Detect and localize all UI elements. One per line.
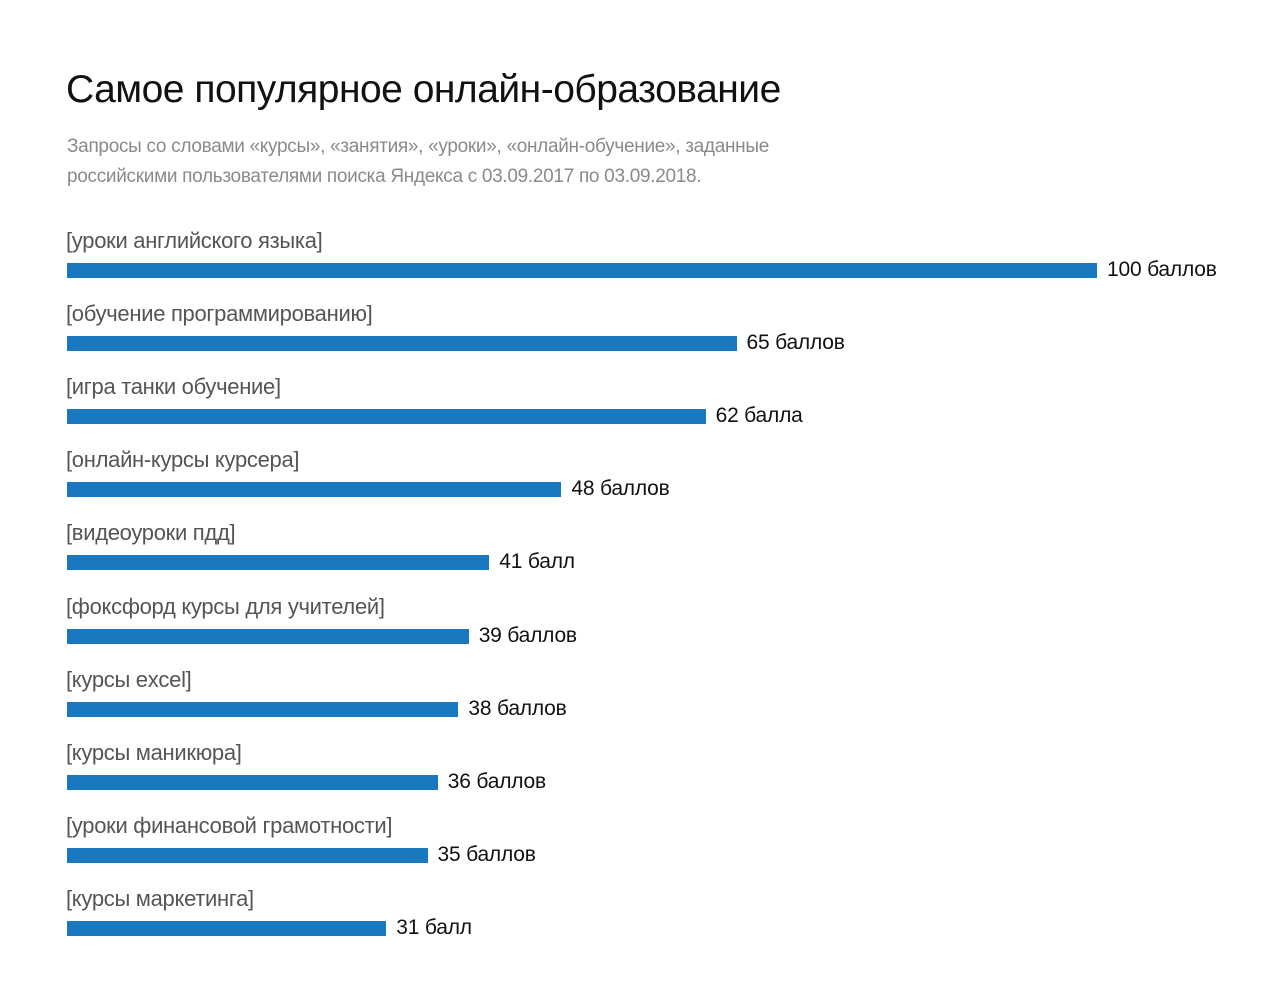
- category-label: [курсы маникюра]: [66, 739, 242, 765]
- value-label: 62 балла: [715, 404, 803, 428]
- category-label: [фоксфорд курсы для учителей]: [66, 593, 385, 619]
- category-label: [уроки английского языка]: [66, 228, 323, 253]
- value-label: 48 баллов: [571, 477, 670, 501]
- bar: [67, 336, 737, 352]
- chart-subtitle: Запросы со словами «курсы», «занятия», «…: [67, 136, 769, 187]
- bar: [67, 409, 706, 425]
- bar: [67, 555, 490, 571]
- category-label: [курсы excel]: [66, 666, 192, 692]
- value-label: 65 баллов: [746, 331, 845, 355]
- value-label: 41 балл: [499, 550, 575, 574]
- category-label: [игра танки обучение]: [66, 374, 281, 400]
- bar: [67, 920, 387, 936]
- bar: [67, 263, 1097, 278]
- value-label: 35 баллов: [437, 842, 536, 866]
- bar: [67, 847, 428, 863]
- bar: [67, 482, 562, 498]
- category-label: [онлайн-курсы курсера]: [66, 447, 300, 473]
- bar: [67, 701, 459, 717]
- category-label: [видеоуроки пдд]: [66, 520, 236, 546]
- value-label: 39 баллов: [478, 623, 577, 647]
- category-label: [курсы маркетинга]: [66, 885, 254, 911]
- value-label: 38 баллов: [468, 696, 567, 720]
- category-label: [обучение программированию]: [66, 301, 373, 327]
- value-label: 31 балл: [396, 915, 472, 939]
- chart-title: Самое популярное онлайн-образование: [66, 68, 781, 111]
- bar: [67, 628, 469, 644]
- value-label: 100 баллов: [1107, 258, 1217, 281]
- category-label: [уроки финансовой грамотности]: [66, 812, 393, 838]
- bar: [67, 774, 438, 790]
- value-label: 36 баллов: [447, 769, 546, 793]
